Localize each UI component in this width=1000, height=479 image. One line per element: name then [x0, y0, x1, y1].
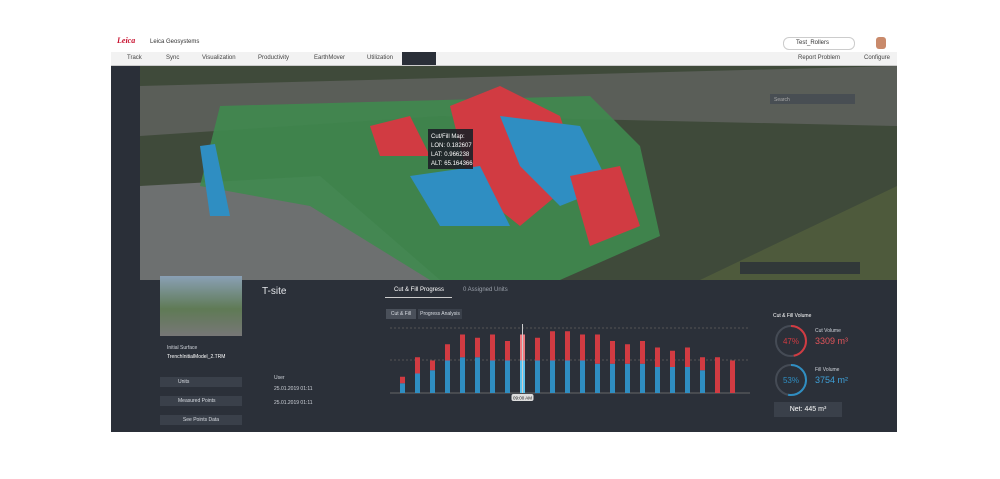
measured-points-button[interactable]: Measured Points	[160, 396, 242, 406]
cut-volume: 3309 m³	[815, 336, 849, 346]
cut-bar	[685, 347, 690, 367]
fill-bar	[670, 367, 675, 393]
tooltip-line: LAT: 0.966238	[431, 152, 470, 158]
net-volume: Net: 445 m³	[774, 402, 842, 417]
nav-item[interactable]: Utilization	[367, 55, 394, 61]
nav-active[interactable]	[402, 52, 436, 65]
cut-bar	[625, 344, 630, 364]
fill-bar	[700, 370, 705, 393]
nav-item[interactable]: Report Problem	[798, 55, 841, 61]
ring-arc	[775, 325, 807, 357]
fill-bar	[685, 367, 690, 393]
cut-bar	[580, 334, 585, 361]
cut-bar	[730, 360, 735, 393]
fill-bar	[625, 363, 630, 393]
fill-volume: 3754 m²	[815, 375, 849, 385]
fill-bar	[580, 360, 585, 393]
sidebar	[111, 66, 140, 432]
tab[interactable]: 0 Assigned Units	[463, 287, 508, 293]
tab[interactable]: Cut & Fill Progress	[394, 287, 445, 293]
nav-item[interactable]: Productivity	[258, 55, 290, 61]
fill-bar	[475, 357, 480, 393]
ring-label: 53%	[783, 376, 799, 385]
cut-bar	[595, 334, 600, 364]
cut-bar	[490, 334, 495, 361]
fill-bar	[595, 363, 600, 393]
user: User	[274, 375, 285, 381]
search-text: Test_Rollers	[796, 40, 830, 46]
company: Leica Geosystems	[150, 39, 200, 45]
created-date: 25.01.2019 01:11	[274, 386, 313, 392]
cut-bar	[550, 331, 555, 361]
fill-bar	[490, 360, 495, 393]
time-badge	[511, 394, 534, 401]
cut-bar	[565, 331, 570, 361]
nav-item[interactable]: EarthMover	[314, 55, 346, 61]
panel	[140, 280, 897, 432]
units-button[interactable]: Units	[160, 377, 242, 387]
cut-bar	[475, 337, 480, 358]
fill-bar	[550, 360, 555, 393]
progress-chart: 09:00 AM	[390, 324, 750, 401]
avatar[interactable]	[876, 37, 886, 49]
fill-bar	[400, 383, 405, 393]
label: Fill Volume	[815, 367, 840, 373]
cut-bar	[505, 341, 510, 361]
subtab[interactable]: Progress Analysis	[418, 309, 462, 319]
site-name: T-site	[262, 286, 287, 297]
header	[111, 33, 897, 53]
nav-item[interactable]: Track	[127, 55, 142, 61]
ring-label: 47%	[783, 337, 799, 346]
tooltip-line: ALT: 65.164366	[431, 161, 473, 167]
logo: Leica	[117, 36, 136, 45]
cut-bar	[415, 357, 420, 374]
surface-name: TrenchInitialModel_2.TRM	[167, 354, 226, 360]
fill-bar	[505, 360, 510, 393]
cut-bar	[445, 344, 450, 361]
nav-bar	[111, 52, 897, 66]
fill-bar	[610, 363, 615, 393]
cut-bar	[670, 350, 675, 367]
time-label: 09:00 AM	[513, 396, 532, 401]
label: Cut Volume	[815, 328, 841, 334]
cut-bar	[430, 360, 435, 371]
nav-item[interactable]: Visualization	[202, 55, 236, 61]
modified-date: 25.01.2019 01:11	[274, 400, 313, 406]
cut-bar	[460, 334, 465, 358]
fill-bar	[460, 357, 465, 393]
fill-bar	[640, 363, 645, 393]
subtab[interactable]: Cut & Fill	[386, 309, 416, 319]
cut-bar	[640, 341, 645, 364]
cut-bar	[400, 376, 405, 384]
map-search[interactable]: Search	[774, 97, 790, 103]
fill-bar	[445, 360, 450, 393]
nav-item[interactable]: Sync	[166, 55, 180, 61]
tooltip-line: Cut/Fill Map:	[431, 134, 465, 140]
nav-item[interactable]: Configure	[864, 55, 891, 61]
volume-title: Cut & Fill Volume	[773, 313, 812, 319]
cut-bar	[535, 337, 540, 361]
fill-bar	[655, 367, 660, 393]
fill-bar	[415, 373, 420, 393]
cut-bar	[700, 357, 705, 371]
tooltip-line: LON: 0.182607	[431, 143, 472, 149]
fill-bar	[535, 360, 540, 393]
volume-rings: 47% 53%	[775, 325, 807, 396]
label: Initial Surface	[167, 345, 198, 351]
cut-bar	[715, 357, 720, 393]
map: Search Cut/Fill Map: LON: 0.182607 LAT: …	[140, 66, 897, 280]
see-points-button[interactable]: See Points Data	[160, 415, 242, 425]
search-box[interactable]	[783, 37, 855, 50]
site-thumbnail	[160, 276, 242, 336]
ring-arc	[775, 364, 807, 396]
cut-bar	[655, 347, 660, 367]
cut-bar	[610, 341, 615, 364]
fill-bar	[430, 370, 435, 393]
fill-bar	[565, 360, 570, 393]
